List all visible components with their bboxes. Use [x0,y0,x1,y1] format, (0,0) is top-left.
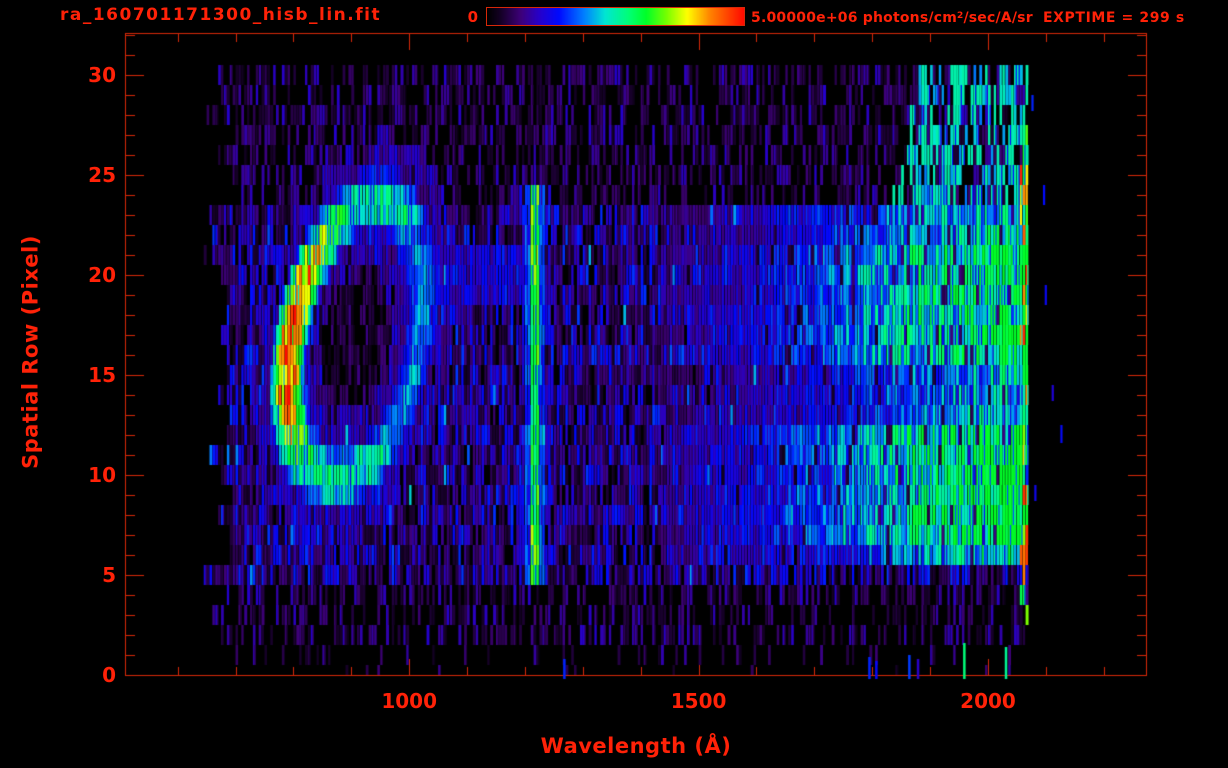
y-tick-label: 30 [88,63,116,87]
y-tick-label: 25 [88,163,116,187]
y-tick-label: 5 [102,563,116,587]
x-tick-label: 1000 [381,689,438,713]
y-tick-label: 10 [88,463,116,487]
y-tick-label: 20 [88,263,116,287]
x-tick-label: 1500 [670,689,727,713]
x-tick-label: 2000 [960,689,1016,713]
y-tick-label: 0 [102,663,116,687]
x-axis-label: Wavelength (Å) [540,734,732,758]
y-tick-label: 15 [88,363,116,387]
